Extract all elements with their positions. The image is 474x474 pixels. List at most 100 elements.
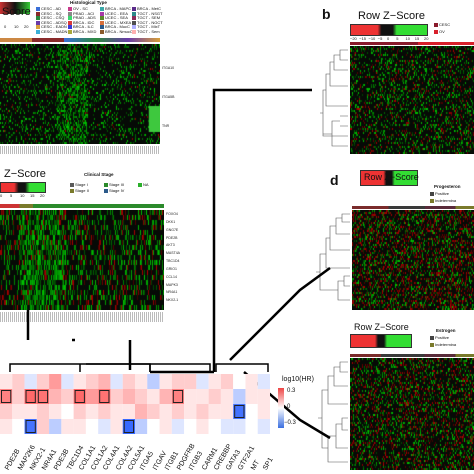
hr-cell: [257, 419, 270, 434]
legend-swatch: [100, 29, 104, 34]
legend-swatch: [104, 182, 108, 187]
legend-swatch: [132, 25, 136, 30]
hr-cell: [110, 419, 123, 434]
hr-cell: [220, 374, 234, 389]
hr-cell: [159, 419, 172, 434]
tick: 10: [14, 24, 19, 29]
legend-swatch: [100, 6, 104, 11]
hr-cell: [208, 404, 221, 419]
dendrogram-e: [318, 361, 348, 463]
tick: 5: [396, 36, 399, 41]
hr-cell: [257, 404, 270, 419]
hr-legend-gradient: [278, 388, 284, 428]
hr-cell: [196, 419, 209, 434]
hr-cell: [122, 389, 135, 404]
legend-label: UCEC - MXEA: [105, 19, 132, 25]
hr-cell: [36, 389, 50, 404]
legend-swatch: [132, 11, 136, 16]
hr-cell: [98, 374, 111, 389]
legend-label: BRCA - MucC: [105, 24, 130, 30]
legend-item: TGCT - NGCT: [132, 20, 163, 25]
gene-label: SP1: [262, 456, 275, 472]
legend-swatch: [434, 22, 438, 27]
legend-item: BRCA - MetC: [132, 6, 161, 11]
zscore-title-b: Row Z−Score: [358, 10, 425, 22]
legend-swatch: [68, 11, 72, 16]
legend-item: UCEC - EEA: [100, 11, 128, 16]
hr-cell: [233, 404, 246, 419]
hr-cell: [0, 419, 13, 434]
hr-heatmap: [0, 374, 270, 434]
legend-label: TGCT - SEM: [137, 15, 161, 21]
hr-cell: [61, 389, 74, 404]
hr-cell: [98, 419, 111, 434]
hr-cell: [147, 374, 160, 389]
legend-item: UCEC - MXEA: [100, 20, 131, 25]
hr-cell: [110, 389, 123, 404]
hr-cell: [73, 404, 86, 419]
annotation-bar-e: [350, 354, 474, 357]
hr-cell: [196, 404, 209, 419]
hr-cell: [24, 404, 37, 419]
legend-swatch: [434, 29, 438, 34]
tick: −10: [368, 36, 376, 41]
hr-cell: [233, 389, 246, 404]
zscore-gradient-c: [0, 182, 46, 193]
tick: 0: [0, 193, 3, 198]
hr-cell: [85, 419, 99, 434]
legend-label: Stage II: [75, 188, 89, 193]
hr-cell: [36, 374, 50, 389]
hr-significant-box: [172, 390, 184, 403]
hr-cell: [12, 404, 25, 419]
legend-swatch: [68, 29, 72, 34]
legend-item: TGCT - Sem: [132, 29, 160, 34]
tick: 20: [424, 36, 429, 41]
legend-label: CESC - CSQ: [41, 15, 65, 21]
hr-cell: [171, 419, 185, 434]
legend-item: Stage III: [104, 182, 124, 187]
dendrogram-d: [316, 213, 350, 301]
hr-legend-title: log10(HR): [282, 376, 314, 383]
hr-significant-box: [99, 390, 110, 403]
hr-cell: [220, 404, 234, 419]
legend-swatch: [36, 11, 40, 16]
zscore-gradient-a: [0, 2, 30, 14]
hr-cell: [171, 389, 185, 404]
hr-cell: [73, 419, 86, 434]
annotation-bar-c: [0, 204, 164, 208]
zscore-gradient-d: [360, 170, 418, 186]
legend-swatch: [430, 342, 434, 347]
hr-significant-box: [25, 420, 36, 433]
row-label: AKT3: [166, 243, 175, 248]
legend-item: TGCT - SEM: [132, 15, 160, 20]
tick: 0: [387, 36, 390, 41]
hr-cell: [73, 389, 86, 404]
hr-cell: [0, 404, 13, 419]
legend-item: BRCA - MucC: [100, 24, 130, 29]
hr-cell: [257, 389, 270, 404]
zscore-ticks-b: −20 −15 −10 −5 0 5 10 15 20: [350, 36, 429, 42]
hr-cell: [208, 374, 221, 389]
panel-a: Score 0 10 20 Histological Type CESC - A…: [0, 0, 200, 160]
legend-swatch: [100, 25, 104, 30]
legend-item: CESC - ADSQ: [36, 20, 67, 25]
tick: 10: [405, 36, 410, 41]
hr-legend-tick: −0.3: [284, 420, 296, 426]
hr-cell: [196, 374, 209, 389]
legend-swatch: [100, 16, 104, 21]
hr-cell: [159, 374, 172, 389]
legend-item: BRCA - ILC: [68, 24, 94, 29]
legend-swatch: [36, 29, 40, 34]
legend-item: Indetermina: [430, 198, 456, 203]
hr-cell: [24, 374, 37, 389]
legend-label: BRCA - IDC: [73, 19, 95, 25]
legend-item: Stage IV: [104, 188, 124, 193]
legend-label: OV - SC: [73, 6, 88, 11]
legend-label: BRCA - ILC: [73, 24, 94, 30]
row-label: TNR: [162, 124, 170, 128]
legend-label: CESC: [439, 22, 451, 27]
hr-cell: [159, 404, 172, 419]
panel-d: d Row Z−Score Progesteron Positive Indet…: [300, 168, 474, 318]
legend-item: CESC - AD: [36, 6, 61, 11]
